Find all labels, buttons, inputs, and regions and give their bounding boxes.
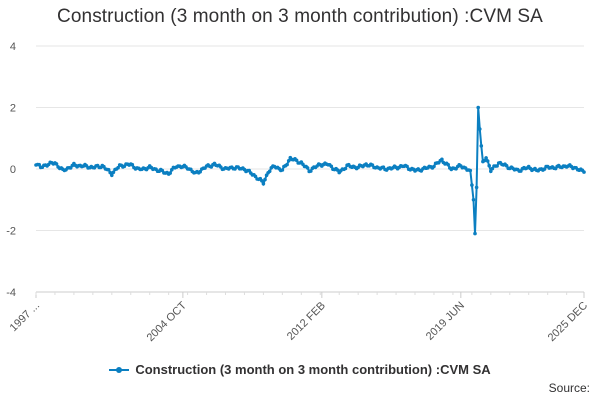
data-point[interactable] [432, 164, 436, 169]
chart-title: Construction (3 month on 3 month contrib… [57, 6, 543, 27]
data-point[interactable] [474, 185, 479, 190]
legend-label: Construction (3 month on 3 month contrib… [135, 362, 491, 377]
source-label: Source: [548, 381, 590, 395]
y-tick-label: -2 [6, 226, 16, 238]
data-point[interactable] [495, 164, 499, 168]
data-point[interactable] [343, 166, 348, 171]
legend[interactable]: Construction (3 month on 3 month contrib… [0, 362, 600, 377]
data-point[interactable] [263, 177, 267, 182]
x-axis: 1997 ... 2004 OCT 2012 FEB 2019 JUN 2025 DEC [8, 291, 590, 344]
y-tick-label: 4 [10, 41, 16, 53]
data-point[interactable] [261, 182, 266, 186]
legend-line-icon [109, 366, 130, 373]
data-point[interactable] [446, 162, 451, 167]
data-point[interactable] [286, 159, 291, 163]
legend-dot-icon [116, 366, 123, 373]
data-point[interactable] [405, 164, 409, 169]
data-point[interactable] [582, 170, 586, 174]
data-point[interactable] [479, 144, 484, 148]
data-point[interactable] [329, 164, 334, 169]
data-point[interactable] [111, 170, 116, 175]
data-point[interactable] [110, 173, 114, 178]
data-point[interactable] [504, 163, 509, 168]
data-point[interactable] [106, 167, 111, 172]
data-point[interactable] [198, 169, 202, 174]
data-point[interactable] [285, 162, 289, 167]
y-tick-label: 0 [10, 164, 16, 176]
data-point[interactable] [487, 163, 492, 168]
data-point[interactable] [478, 127, 482, 131]
data-point[interactable] [482, 158, 487, 163]
x-tick-label: 1997 ... [8, 300, 42, 334]
x-tick-label: 2012 FEB [285, 300, 328, 343]
data-point[interactable] [280, 168, 285, 172]
data-point[interactable] [130, 162, 135, 167]
x-tick-label: 2025 DEC [546, 300, 590, 344]
data-point[interactable] [168, 171, 172, 175]
data-point[interactable] [484, 156, 488, 160]
data-point[interactable] [294, 158, 299, 163]
data-point[interactable] [309, 169, 313, 173]
data-point[interactable] [490, 166, 495, 171]
data-point[interactable] [468, 168, 473, 173]
data-point[interactable] [108, 170, 112, 175]
data-point[interactable] [471, 198, 476, 202]
y-axis: 4 2 0 -2 -4 [6, 41, 16, 299]
data-point[interactable] [473, 231, 477, 236]
data-point[interactable] [489, 169, 493, 173]
data-point[interactable] [260, 179, 264, 183]
x-tick-label: 2004 OCT [145, 299, 190, 344]
data-point[interactable] [440, 157, 444, 162]
data-point[interactable] [305, 166, 310, 170]
data-point[interactable] [116, 165, 120, 170]
x-tick-label: 2019 JUN [424, 300, 467, 343]
data-point[interactable] [253, 174, 258, 179]
data-point[interactable] [470, 183, 474, 187]
data-point[interactable] [247, 168, 251, 173]
data-point[interactable] [485, 159, 490, 163]
y-tick-label: 2 [10, 103, 16, 115]
data-point[interactable] [267, 169, 272, 174]
series-construction[interactable] [34, 105, 586, 236]
y-tick-label: -4 [6, 287, 16, 299]
data-point[interactable] [37, 162, 41, 167]
data-point[interactable] [54, 162, 59, 166]
data-point[interactable] [476, 105, 481, 110]
